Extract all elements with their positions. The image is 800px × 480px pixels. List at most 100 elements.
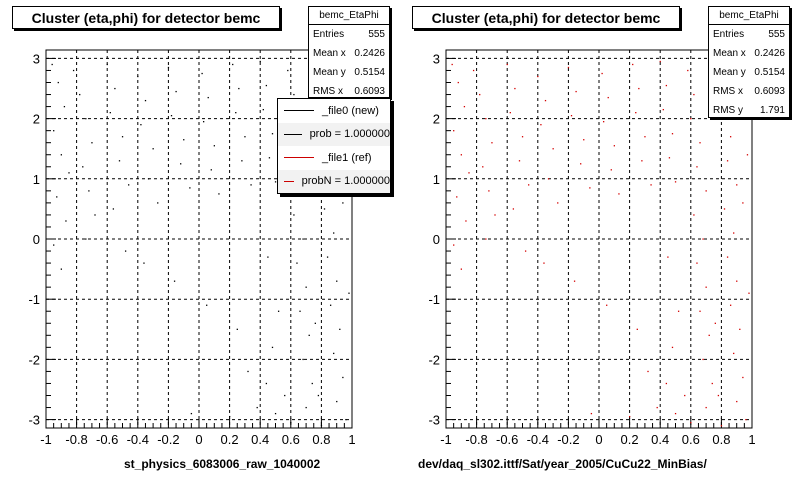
legend-entry-file0: _file0 (new) (278, 99, 390, 123)
left-stats-box: bemc_EtaPhi Entries 555 Mean x 0.2426 Me… (308, 6, 390, 98)
right-data-point (693, 214, 695, 216)
right-data-point (629, 415, 631, 418)
right-data-point (485, 118, 487, 120)
left-data-point (60, 154, 62, 156)
right-stats-rmsx-value: 0.6093 (754, 86, 785, 97)
left-stats-entries-value: 555 (368, 29, 385, 40)
right-data-point (729, 136, 732, 138)
right-data-point (711, 382, 713, 385)
left-stats-meany-value: 0.5154 (354, 67, 385, 78)
left-x-tick-label: -0.4 (127, 432, 149, 447)
left-data-point (53, 244, 55, 246)
right-data-point (557, 202, 559, 204)
left-data-point (268, 157, 271, 159)
right-data-point (671, 133, 674, 135)
left-stats-name: bemc_EtaPhi (309, 7, 389, 25)
left-data-point (143, 262, 145, 264)
right-data-point (635, 111, 637, 114)
right-data-point (456, 196, 458, 198)
right-data-point (705, 406, 707, 409)
right-data-point (690, 118, 692, 120)
left-data-point (284, 394, 286, 397)
right-data-point (453, 130, 455, 132)
right-data-point (460, 154, 462, 156)
right-data-point (610, 169, 612, 171)
left-data-point (85, 238, 87, 240)
right-data-point (547, 178, 550, 180)
right-x-tick-label: -0.6 (496, 432, 518, 447)
left-data-point (210, 169, 212, 171)
right-data-point (514, 87, 516, 90)
left-data-point (51, 63, 53, 66)
left-data-point (202, 121, 205, 123)
left-data-point (314, 322, 316, 324)
left-data-point (94, 214, 96, 216)
right-data-point (580, 163, 582, 165)
right-data-point (509, 111, 511, 114)
left-stats-meany: Mean y 0.5154 (309, 63, 389, 82)
legend: _file0 (new) prob = 1.000000 _file1 (ref… (277, 98, 391, 194)
left-y-tick-label: 0 (33, 232, 40, 247)
right-data-point (632, 63, 634, 66)
left-x-tick-label: 0.6 (282, 432, 300, 447)
left-data-point (144, 99, 147, 102)
right-data-point (733, 232, 735, 234)
right-data-point (613, 145, 615, 147)
right-data-point (583, 139, 585, 141)
left-data-point (235, 111, 237, 114)
left-x-tick-label: 0.2 (221, 432, 239, 447)
right-data-point (482, 166, 484, 168)
right-stats-rmsx: RMS x 0.6093 (709, 82, 789, 101)
right-data-point (451, 63, 453, 66)
right-data-point (696, 262, 698, 264)
right-data-point (702, 238, 704, 240)
right-data-point (684, 394, 686, 397)
right-title: Cluster (eta,phi) for detector bemc (412, 6, 680, 29)
right-data-point (512, 208, 515, 210)
right-x-tick-label: 0.6 (682, 432, 700, 447)
right-x-tick-label: 0.2 (621, 432, 639, 447)
right-data-point (463, 105, 466, 108)
left-data-point (88, 190, 90, 192)
right-data-point (665, 382, 668, 385)
left-data-point (247, 370, 249, 373)
left-data-point (140, 124, 142, 126)
left-data-point (114, 87, 116, 90)
left-data-point (287, 69, 289, 72)
right-data-point (699, 142, 701, 144)
left-data-point (348, 292, 350, 294)
right-stats-meanx-value: 0.2426 (754, 48, 785, 59)
legend-swatch-prob (284, 133, 302, 135)
left-data-point (317, 394, 320, 397)
left-data-point (91, 142, 93, 144)
right-plot: -1 -0.8 -0.6 -0.4 -0.2 0 0.2 0.4 0.6 0.8 1 -3 -2 -1 0 1… (428, 49, 756, 447)
left-stats-rmsx-value: 0.6093 (354, 86, 385, 97)
left-data-point (274, 181, 277, 183)
left-data-point (112, 208, 115, 210)
right-data-point (543, 262, 545, 264)
right-data-point (647, 370, 649, 373)
right-data-point (742, 202, 744, 204)
left-data-point (271, 346, 274, 349)
right-data-point (690, 421, 692, 424)
left-data-point (60, 268, 62, 270)
right-data-point (702, 358, 704, 361)
right-data-point (733, 352, 735, 355)
right-data-point (638, 87, 640, 90)
right-stats-meanx-label: Mean x (713, 48, 746, 59)
left-data-point (170, 115, 173, 117)
right-stats-box: bemc_EtaPhi Entries 555 Mean x 0.2426 Me… (708, 6, 790, 118)
right-x-tick-label: 0.8 (712, 432, 730, 447)
right-stats-meanx: Mean x 0.2426 (709, 44, 789, 63)
right-data-point (668, 157, 671, 159)
right-stats-meany: Mean y 0.5154 (709, 63, 789, 82)
right-data-point (488, 190, 490, 192)
left-x-tick-label: -0.8 (65, 432, 87, 447)
right-data-point (708, 334, 710, 337)
right-data-point (537, 75, 539, 78)
left-title: Cluster (eta,phi) for detector bemc (12, 6, 280, 29)
left-data-point (339, 328, 341, 330)
legend-swatch-file0 (284, 110, 314, 112)
right-data-point (667, 256, 669, 258)
right-data-point (736, 280, 738, 282)
